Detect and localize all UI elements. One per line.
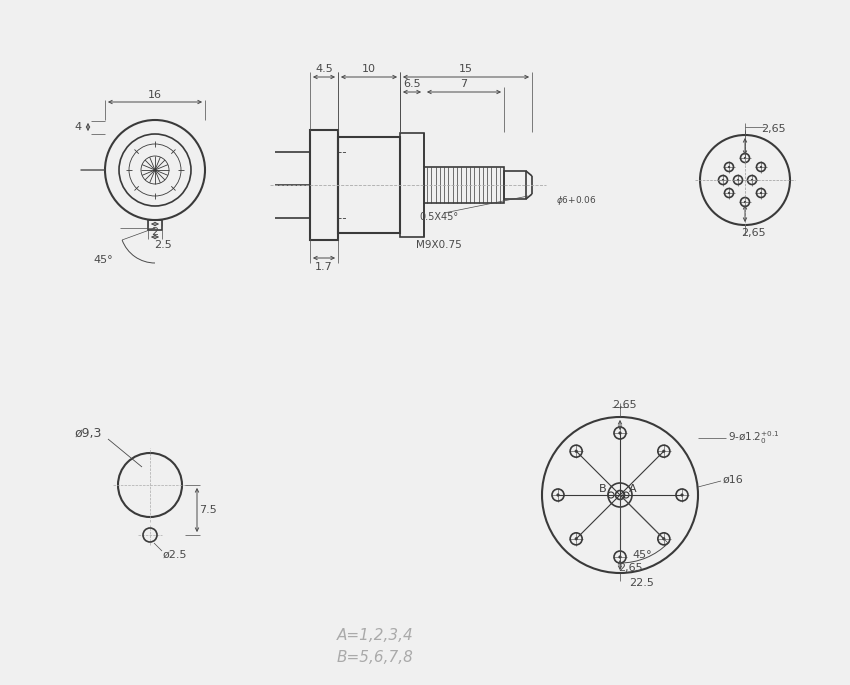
Text: 7: 7 [461,79,468,89]
Text: 1.7: 1.7 [315,262,333,272]
Text: 10: 10 [362,64,376,74]
Text: $\phi$6+0.06: $\phi$6+0.06 [556,193,597,206]
Circle shape [760,192,762,194]
Text: 2,65: 2,65 [761,124,785,134]
Circle shape [722,179,724,181]
Text: ø16: ø16 [723,475,744,485]
Text: 2,65: 2,65 [740,228,765,238]
Text: 45°: 45° [94,255,113,265]
Text: 0.5X45°: 0.5X45° [419,212,458,222]
Text: 4.5: 4.5 [315,64,333,74]
Circle shape [681,494,683,496]
Text: 2,65: 2,65 [612,400,637,410]
Text: 16: 16 [148,90,162,100]
Circle shape [619,556,621,558]
Text: ø9,3: ø9,3 [74,427,102,440]
Text: A: A [629,484,637,494]
Text: 6.5: 6.5 [403,79,421,89]
Bar [504,171,526,199]
Text: 2.5: 2.5 [154,240,172,250]
Bar [310,130,338,240]
Circle shape [575,538,577,540]
Text: 22.5: 22.5 [630,578,654,588]
Text: ø2.5: ø2.5 [162,550,187,560]
Text: B: B [599,484,607,494]
Circle shape [663,538,665,540]
Text: M9X0.75: M9X0.75 [416,240,462,250]
Circle shape [619,432,621,434]
Bar [338,137,400,233]
Circle shape [760,166,762,168]
Text: 2,65: 2,65 [618,563,643,573]
Circle shape [737,179,739,181]
Circle shape [728,166,730,168]
Text: 9-ø1.2$^{+0.1}_{0}$: 9-ø1.2$^{+0.1}_{0}$ [728,429,779,447]
Text: A=1,2,3,4: A=1,2,3,4 [337,627,413,643]
Text: 7.5: 7.5 [199,505,217,515]
Text: 15: 15 [459,64,473,74]
Bar [400,133,424,237]
Circle shape [557,494,559,496]
Circle shape [751,179,753,181]
Circle shape [575,450,577,452]
Circle shape [663,450,665,452]
Circle shape [728,192,730,194]
Text: 2: 2 [151,227,159,237]
Bar [148,220,162,230]
Text: B=5,6,7,8: B=5,6,7,8 [337,649,413,664]
Text: 4: 4 [75,122,82,132]
Text: 45°: 45° [632,550,652,560]
Bar [424,167,504,203]
